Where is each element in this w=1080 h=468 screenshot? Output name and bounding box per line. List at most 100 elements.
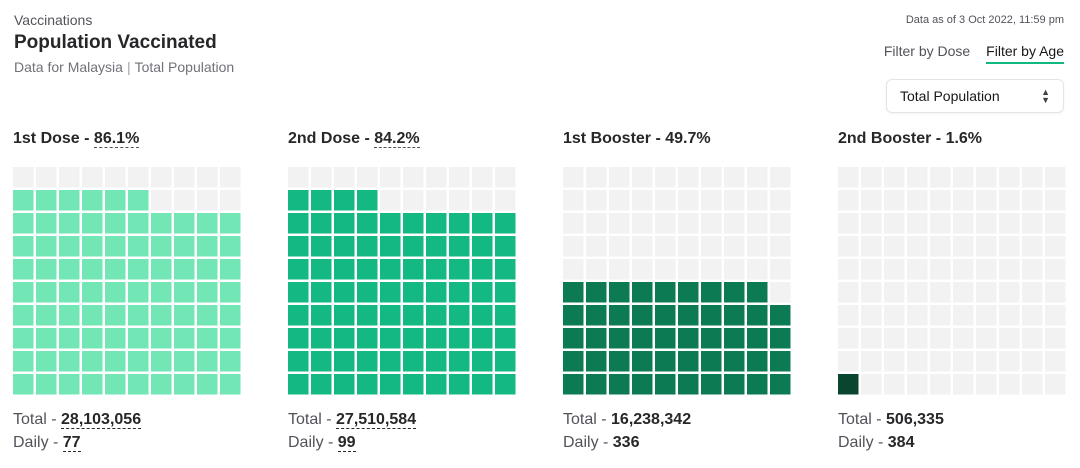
waffle-cell-filled (403, 259, 424, 280)
total-value: 506,335 (886, 411, 944, 428)
waffle-cell-empty (609, 190, 630, 211)
waffle-cell-empty (907, 328, 928, 349)
waffle-cell-filled (220, 259, 241, 280)
total-label: Total - (838, 411, 887, 428)
waffle-cell-empty (999, 374, 1020, 395)
daily-stat: Daily - 77 (13, 434, 81, 452)
waffle-cell-filled (334, 259, 355, 280)
waffle-cell-empty (953, 305, 974, 326)
waffle-cell-filled (82, 236, 103, 257)
waffle-cell-filled (151, 374, 172, 395)
waffle-cell-filled (449, 351, 470, 372)
panel-booster1: 1st Booster - 49.7% Total - 16,238,342 D… (563, 130, 803, 451)
waffle-cell-empty (632, 259, 653, 280)
waffle-cell-filled (220, 351, 241, 372)
waffle-cell-filled (472, 374, 493, 395)
daily-stat: Daily - 99 (288, 434, 356, 452)
total-stat: Total - 28,103,056 (13, 411, 142, 429)
waffle-cell-empty (701, 190, 722, 211)
waffle-cell-filled (197, 259, 218, 280)
waffle-cell-filled (174, 374, 195, 395)
waffle-cell-filled (586, 305, 607, 326)
waffle-cell-filled (334, 190, 355, 211)
waffle-cell-empty (174, 167, 195, 188)
waffle-cell-empty (930, 190, 951, 211)
waffle-cell-filled (747, 351, 768, 372)
waffle-cell-empty (1045, 236, 1066, 257)
waffle-cell-empty (632, 213, 653, 234)
page-subtitle: Data for Malaysia | Total Population (14, 59, 234, 75)
total-value[interactable]: 28,103,056 (61, 411, 142, 429)
series-percent[interactable]: 84.2% (374, 130, 420, 148)
waffle-cell-filled (174, 259, 195, 280)
waffle-cell-filled (563, 374, 584, 395)
waffle-cell-filled (220, 328, 241, 349)
waffle-cell-empty (838, 328, 859, 349)
waffle-cell-empty (747, 213, 768, 234)
waffle-cell-filled (13, 328, 34, 349)
waffle-cell-filled (655, 374, 676, 395)
waffle-cell-empty (838, 236, 859, 257)
waffle-cell-filled (609, 328, 630, 349)
waffle-cell-filled (59, 374, 80, 395)
waffle-cell-empty (724, 190, 745, 211)
waffle-cell-empty (861, 259, 882, 280)
waffle-cell-empty (678, 259, 699, 280)
waffle-cell-filled (770, 374, 791, 395)
waffle-cell-filled (59, 259, 80, 280)
series-name: 1st Booster (563, 130, 652, 147)
daily-value[interactable]: 99 (337, 434, 356, 452)
waffle-cell-empty (563, 190, 584, 211)
data-timestamp: Data as of 3 Oct 2022, 11:59 pm (905, 14, 1064, 26)
waffle-cell-filled (36, 305, 57, 326)
waffle-cell-filled (82, 282, 103, 303)
waffle-cell-filled (701, 305, 722, 326)
waffle-cell-empty (1045, 282, 1066, 303)
waffle-cell-empty (563, 213, 584, 234)
waffle-cell-empty (380, 167, 401, 188)
panel-booster2: 2nd Booster - 1.6% Total - 506,335 Daily… (838, 130, 1078, 451)
filter-by-dose-tab[interactable]: Filter by Dose (883, 43, 971, 59)
daily-label: Daily - (13, 434, 63, 451)
waffle-cell-empty (976, 351, 997, 372)
waffle-cell-filled (334, 351, 355, 372)
filter-by-age-tab[interactable]: Filter by Age (986, 43, 1064, 64)
waffle-cell-empty (220, 167, 241, 188)
waffle-cell-empty (884, 305, 905, 326)
panel-dose1: 1st Dose - 86.1% Total - 28,103,056 Dail… (13, 130, 253, 452)
subtitle-population: Total Population (134, 59, 235, 75)
waffle-cell-filled (128, 190, 149, 211)
waffle-cell-filled (311, 282, 332, 303)
waffle-cell-filled (472, 305, 493, 326)
waffle-cell-filled (151, 236, 172, 257)
waffle-cell-empty (220, 190, 241, 211)
waffle-cell-filled (678, 374, 699, 395)
waffle-cell-filled (13, 190, 34, 211)
waffle-cell-filled (403, 374, 424, 395)
daily-value[interactable]: 77 (62, 434, 81, 452)
total-value[interactable]: 27,510,584 (336, 411, 417, 429)
daily-stat: Daily - 336 (563, 434, 639, 452)
population-select[interactable]: Total Population ▲ ▼ (886, 79, 1064, 113)
waffle-cell-empty (609, 236, 630, 257)
waffle-cell-filled (472, 351, 493, 372)
waffle-cell-empty (907, 167, 928, 188)
waffle-cell-empty (724, 167, 745, 188)
series-percent[interactable]: 86.1% (93, 130, 140, 148)
waffle-cell-empty (999, 167, 1020, 188)
waffle-cell-filled (105, 213, 126, 234)
waffle-cell-empty (884, 282, 905, 303)
waffle-cell-filled (701, 374, 722, 395)
waffle-cell-filled (311, 236, 332, 257)
waffle-cell-filled (311, 374, 332, 395)
waffle-cell-filled (426, 282, 447, 303)
waffle-cell-filled (36, 213, 57, 234)
waffle-cell-filled (151, 213, 172, 234)
waffle-cell-empty (907, 374, 928, 395)
waffle-cell-empty (655, 259, 676, 280)
waffle-cell-empty (701, 236, 722, 257)
waffle-cell-filled (288, 236, 309, 257)
waffle-cell-filled (632, 351, 653, 372)
waffle-cell-empty (884, 328, 905, 349)
waffle-cell-filled (334, 305, 355, 326)
